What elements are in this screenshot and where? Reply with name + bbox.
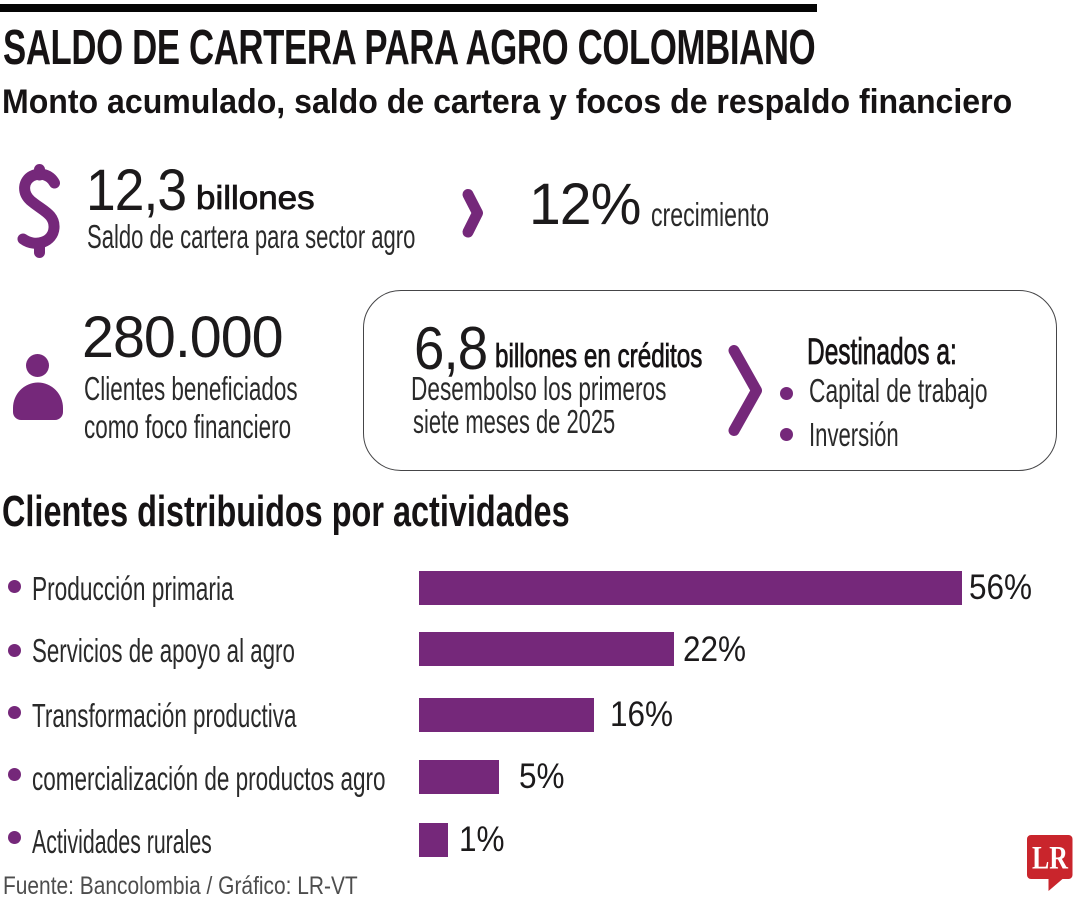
- svg-text:LR: LR: [1032, 841, 1069, 877]
